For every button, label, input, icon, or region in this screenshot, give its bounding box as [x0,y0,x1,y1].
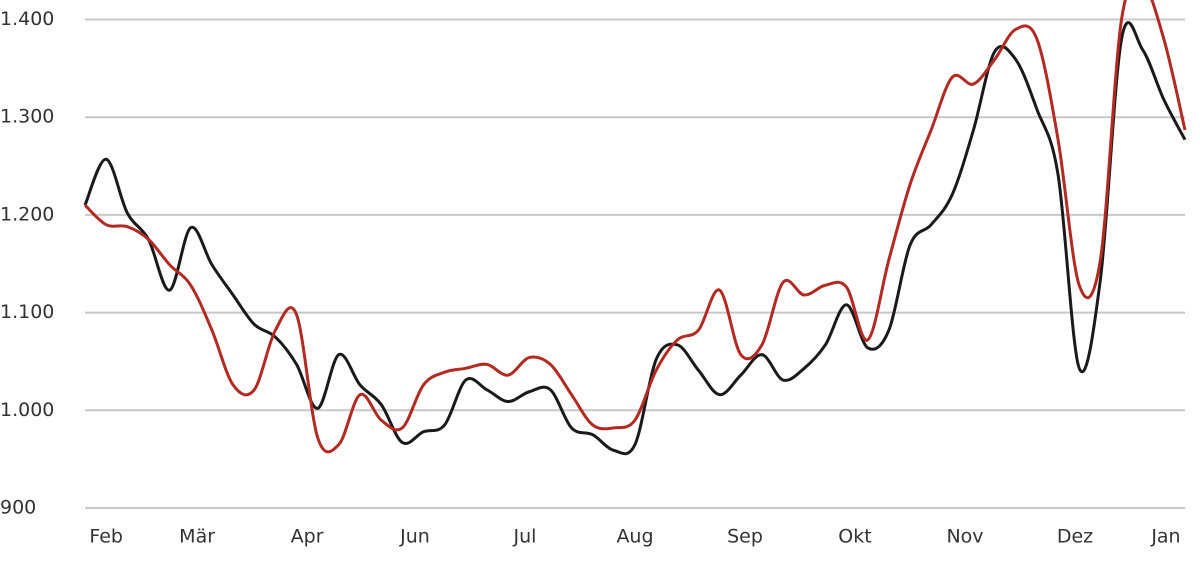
x-tick-label: Sep [727,526,763,548]
y-tick-label: 1.100 [0,301,54,323]
x-tick-label: Jan [1150,526,1180,548]
series-line [83,21,1187,456]
x-tick-label: Apr [291,526,324,548]
x-tick-label: Nov [946,526,983,548]
x-tick-label: Jun [399,526,430,548]
x-tick-label: Aug [616,526,653,548]
y-tick-label: 900 [0,497,36,519]
x-tick-label: Dez [1057,526,1093,548]
x-tick-label: Mär [179,526,215,548]
y-tick-label: 1.300 [0,106,54,128]
lines [83,0,1187,456]
y-tick-label: 1.400 [0,8,54,30]
grid: 900 1.000 1.100 1.200 1.300 1.400 Feb Mär Apr Jun… [0,8,1185,548]
x-tick-label: Okt [838,526,871,548]
x-tick-label: Feb [89,526,123,548]
y-tick-label: 1.200 [0,203,54,225]
series-line [83,0,1187,454]
y-tick-label: 1.000 [0,399,54,421]
x-tick-label: Jul [513,526,537,548]
